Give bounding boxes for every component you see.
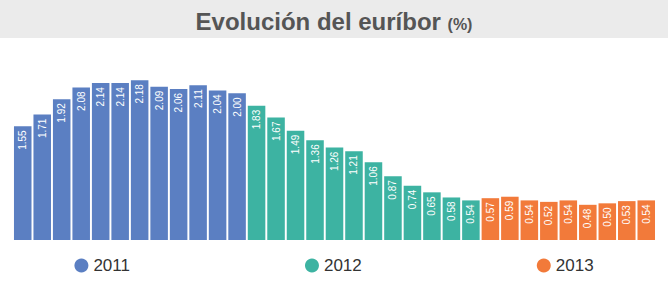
- svg-text:(%): (%): [448, 16, 473, 33]
- svg-text:1.71: 1.71: [37, 118, 48, 138]
- svg-text:2011: 2011: [93, 256, 130, 275]
- svg-text:2.04: 2.04: [212, 94, 223, 114]
- svg-text:1.55: 1.55: [17, 130, 28, 150]
- svg-text:2.18: 2.18: [134, 84, 145, 104]
- svg-text:1.06: 1.06: [368, 166, 379, 186]
- svg-text:0.57: 0.57: [485, 202, 496, 222]
- svg-text:1.49: 1.49: [290, 134, 301, 154]
- svg-text:1.21: 1.21: [348, 155, 359, 175]
- svg-text:2.09: 2.09: [154, 90, 165, 110]
- svg-text:0.52: 0.52: [543, 205, 554, 225]
- svg-text:1.92: 1.92: [56, 103, 67, 123]
- svg-text:1.36: 1.36: [310, 144, 321, 164]
- svg-text:1.26: 1.26: [329, 151, 340, 171]
- svg-text:1.67: 1.67: [271, 121, 282, 141]
- svg-text:2.11: 2.11: [193, 89, 204, 108]
- svg-text:0.65: 0.65: [426, 196, 437, 216]
- svg-text:0.48: 0.48: [582, 208, 593, 228]
- svg-text:0.54: 0.54: [465, 204, 476, 224]
- svg-text:2.14: 2.14: [115, 87, 126, 107]
- svg-text:0.50: 0.50: [602, 207, 613, 227]
- svg-text:2013: 2013: [556, 256, 594, 275]
- svg-text:2.00: 2.00: [232, 97, 243, 117]
- svg-text:0.54: 0.54: [524, 204, 535, 224]
- svg-text:0.53: 0.53: [621, 205, 632, 225]
- svg-text:2.08: 2.08: [76, 91, 87, 111]
- svg-text:0.87: 0.87: [387, 180, 398, 200]
- svg-text:0.74: 0.74: [407, 189, 418, 209]
- svg-text:Evolución del euríbor: Evolución del euríbor: [196, 8, 448, 35]
- svg-text:0.54: 0.54: [563, 204, 574, 224]
- svg-text:0.54: 0.54: [641, 204, 652, 224]
- svg-text:2012: 2012: [324, 256, 362, 275]
- svg-text:2.14: 2.14: [95, 87, 106, 107]
- svg-text:2.06: 2.06: [173, 93, 184, 113]
- svg-text:0.59: 0.59: [504, 200, 515, 220]
- svg-text:0.58: 0.58: [446, 201, 457, 221]
- svg-text:1.83: 1.83: [251, 109, 262, 129]
